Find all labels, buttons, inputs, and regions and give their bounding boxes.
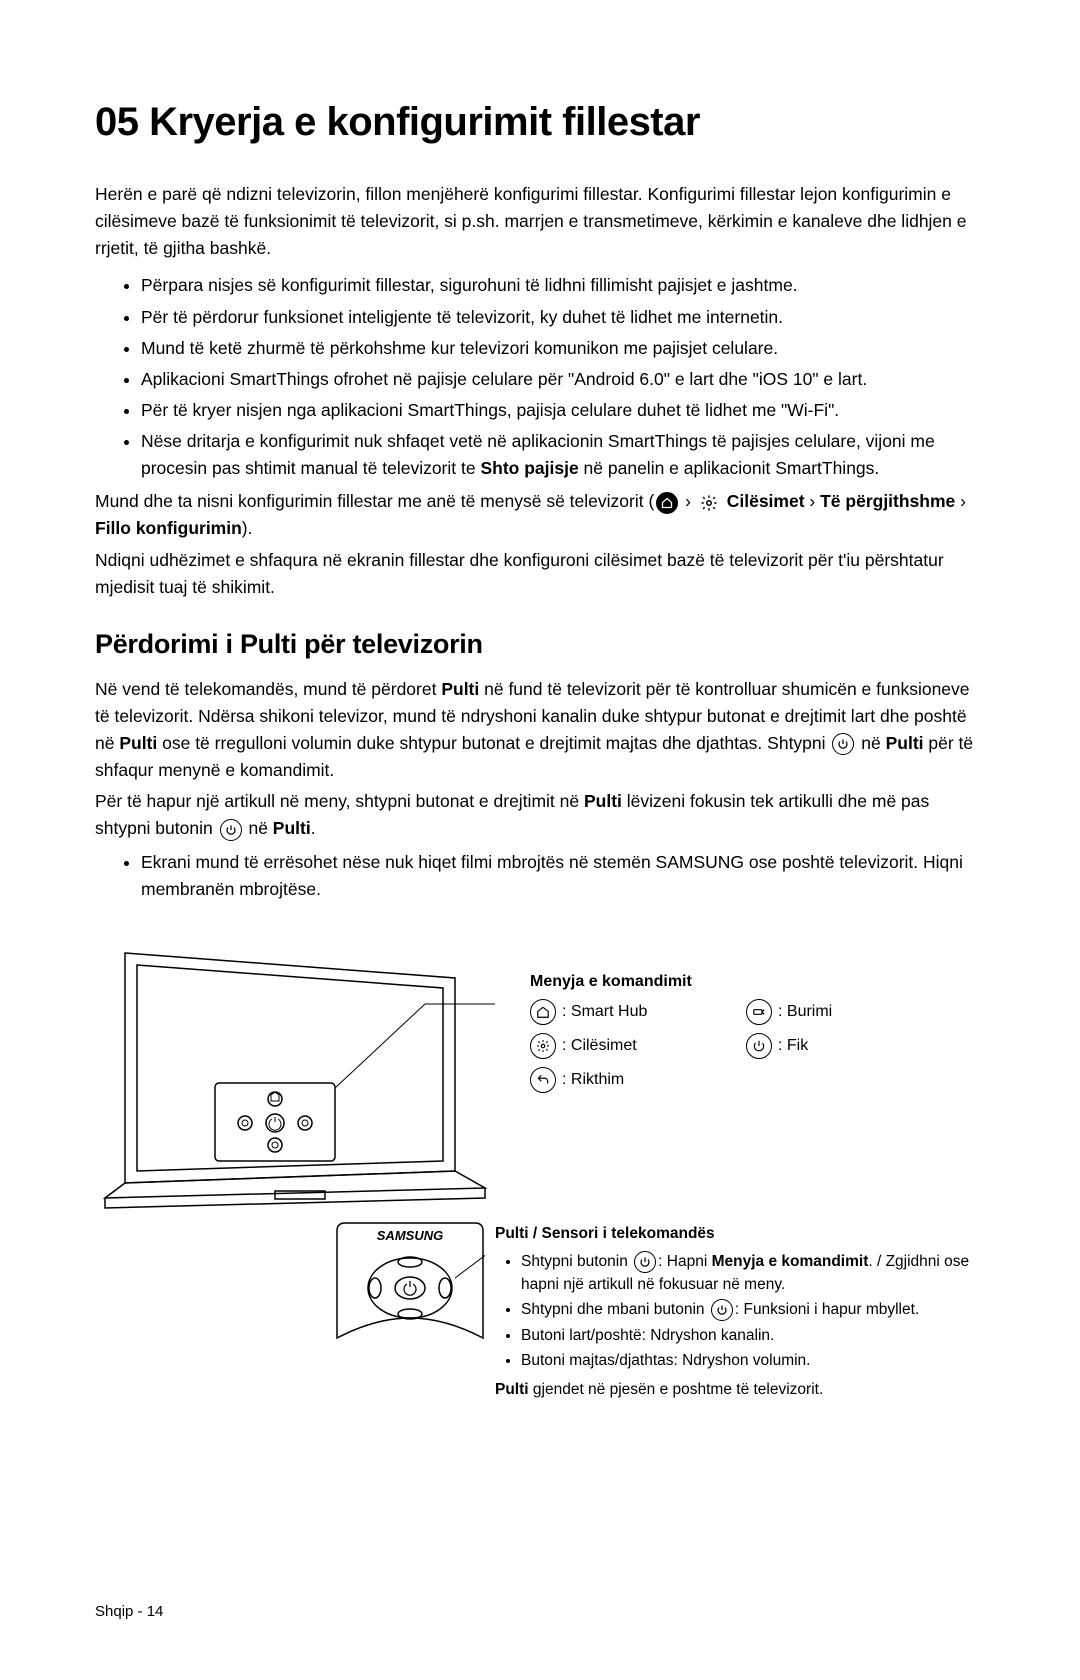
menu-item-power: : Fik	[746, 1033, 926, 1059]
label: : Burimi	[778, 1003, 832, 1021]
source-icon	[746, 999, 772, 1025]
menu-item-return: : Rikthim	[530, 1067, 730, 1093]
menu-step: Fillo konfigurimin	[95, 518, 242, 538]
list-item: Për të përdorur funksionet inteligjente …	[141, 304, 985, 331]
list-item: Butoni majtas/djathtas: Ndryshon volumin…	[521, 1350, 995, 1372]
text: Mund dhe ta nisni konfigurimin fillestar…	[95, 491, 654, 511]
text: Në vend të telekomandës, mund të përdore…	[95, 679, 441, 699]
text: : Hapni	[658, 1253, 711, 1270]
home-icon	[530, 999, 556, 1025]
label: : Fik	[778, 1037, 808, 1055]
text: në panelin e aplikacionit SmartThings.	[579, 458, 880, 478]
return-icon	[530, 1067, 556, 1093]
bold-text: Pulti	[441, 679, 479, 699]
menu-item-smarthub: : Smart Hub	[530, 999, 730, 1025]
list-item: Përpara nisjes së konfigurimit fillestar…	[141, 272, 985, 299]
menu-step: Cilësimet	[722, 491, 805, 511]
text: në	[244, 818, 273, 838]
tv-illustration	[95, 933, 495, 1228]
list-item: Nëse dritarja e konfigurimit nuk shfaqet…	[141, 428, 985, 482]
menu-title: Menyja e komandimit	[530, 973, 990, 991]
list-item: Aplikacioni SmartThings ofrohet në pajis…	[141, 366, 985, 393]
bold-text: Shto pajisje	[480, 458, 578, 478]
section-heading: Përdorimi i Pulti për televizorin	[95, 629, 985, 660]
text: Shtypni butonin	[521, 1253, 632, 1270]
settings-gear-icon	[530, 1033, 556, 1059]
label: : Smart Hub	[562, 1003, 647, 1021]
pulti-footer-text: Pulti gjendet në pjesën e poshtme të tel…	[495, 1379, 995, 1401]
follow-instructions-paragraph: Ndiqni udhëzimet e shfaqura në ekranin f…	[95, 547, 985, 601]
list-item: Shtypni butonin : Hapni Menyja e komandi…	[521, 1251, 995, 1296]
samsung-logo: SAMSUNG	[377, 1228, 443, 1243]
list-item: Për të kryer nisjen nga aplikacioni Smar…	[141, 397, 985, 424]
label: : Cilësimet	[562, 1037, 637, 1055]
text: në	[856, 733, 885, 753]
bold-text: Pulti	[886, 733, 924, 753]
list-item: Ekrani mund të errësohet nëse nuk hiqet …	[141, 849, 985, 903]
command-menu-legend: Menyja e komandimit : Smart Hub : Burimi…	[530, 973, 990, 1093]
text: .	[311, 818, 316, 838]
pulti-paragraph-2: Për të hapur një artikull në meny, shtyp…	[95, 788, 985, 842]
settings-gear-icon	[698, 492, 720, 514]
power-icon	[832, 733, 854, 755]
list-item: Butoni lart/poshtë: Ndryshon kanalin.	[521, 1325, 995, 1347]
diagram-container: Menyja e komandimit : Smart Hub : Burimi…	[95, 933, 985, 1453]
label: : Rikthim	[562, 1071, 624, 1089]
text: ).	[242, 518, 253, 538]
text: gjendet në pjesën e poshtme të televizor…	[529, 1381, 824, 1398]
power-icon	[220, 819, 242, 841]
remote-illustration: SAMSUNG	[335, 1218, 485, 1358]
power-icon	[634, 1251, 656, 1273]
power-icon	[711, 1299, 733, 1321]
menu-item-source: : Burimi	[746, 999, 926, 1025]
text: Shtypni dhe mbani butonin	[521, 1301, 709, 1318]
menu-step: Të përgjithshme	[820, 491, 955, 511]
list-item: Shtypni dhe mbani butonin : Funksioni i …	[521, 1299, 995, 1322]
pulti-title: Pulti / Sensori i telekomandës	[495, 1223, 995, 1245]
page-footer: Shqip - 14	[95, 1603, 985, 1620]
bold-text: Pulti	[495, 1381, 529, 1398]
bold-text: Menyja e komandimit	[712, 1253, 869, 1270]
bold-text: Pulti	[119, 733, 157, 753]
power-icon	[746, 1033, 772, 1059]
bold-text: Pulti	[584, 791, 622, 811]
text: : Funksioni i hapur mbyllet.	[735, 1301, 919, 1318]
text: ose të rregulloni volumin duke shtypur b…	[157, 733, 830, 753]
note-list: Ekrani mund të errësohet nëse nuk hiqet …	[95, 849, 985, 903]
list-item: Mund të ketë zhurmë të përkohshme kur te…	[141, 335, 985, 362]
intro-paragraph: Herën e parë që ndizni televizorin, fill…	[95, 181, 985, 262]
page-title: 05 Kryerja e konfigurimit fillestar	[95, 100, 985, 145]
bold-text: Pulti	[273, 818, 311, 838]
text: Për të hapur një artikull në meny, shtyp…	[95, 791, 584, 811]
intro-bullet-list: Përpara nisjes së konfigurimit fillestar…	[95, 272, 985, 482]
pulti-paragraph-1: Në vend të telekomandës, mund të përdore…	[95, 676, 985, 785]
home-icon	[656, 492, 678, 514]
menu-item-settings: : Cilësimet	[530, 1033, 730, 1059]
menu-path-paragraph: Mund dhe ta nisni konfigurimin fillestar…	[95, 488, 985, 542]
pulti-sensor-block: Pulti / Sensori i telekomandës Shtypni b…	[495, 1223, 995, 1401]
